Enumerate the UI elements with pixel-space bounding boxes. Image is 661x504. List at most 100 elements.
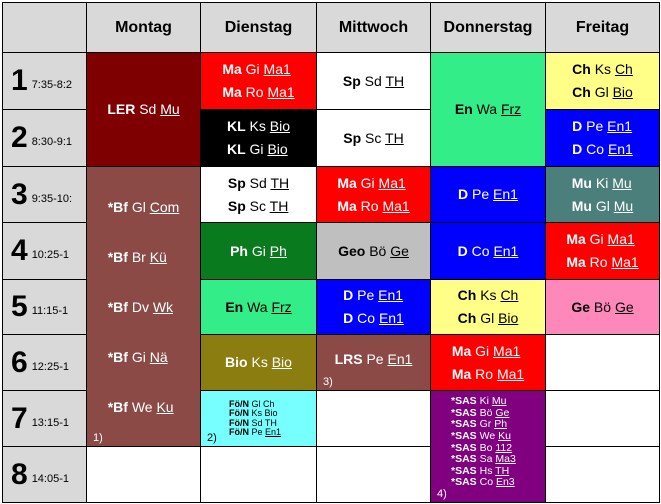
- lesson-line: En Wa Frz: [225, 296, 291, 319]
- room-code: Ku: [498, 429, 511, 442]
- room-code: Ma1: [267, 84, 295, 100]
- lesson-line: Sp Sd TH: [228, 172, 289, 195]
- subject-code: Ma: [337, 197, 357, 214]
- lesson-line: LRS Pe En1: [335, 348, 413, 371]
- subject-code: Ch: [572, 84, 591, 100]
- lesson-line: *Bf We Ku: [108, 384, 180, 430]
- teacher-code: Sc: [245, 197, 270, 214]
- teacher-code: Bo: [476, 441, 496, 454]
- period-label-4: 4 10:25-1: [2, 222, 87, 280]
- lesson-line: Ma Gi Ma1: [452, 340, 524, 363]
- room-code: Com: [149, 198, 180, 215]
- room-code: Kü: [149, 248, 167, 265]
- subject-code: *SAS: [451, 429, 477, 442]
- room-code: En1: [493, 186, 518, 202]
- room-code: En1: [265, 427, 282, 437]
- lesson-line: D Pe En1: [572, 115, 633, 138]
- day-label: Freitag: [575, 18, 630, 36]
- teacher-code: Gl: [249, 398, 264, 409]
- teacher-code: Gl: [591, 197, 614, 214]
- empty-cell: [86, 446, 201, 503]
- teacher-code: Hs: [476, 464, 496, 477]
- subject-code: Sp: [227, 197, 246, 214]
- corner-cell: [2, 2, 87, 53]
- teacher-code: Bö: [365, 242, 391, 259]
- subject-code: En: [225, 298, 244, 315]
- teacher-code: Gi: [245, 141, 268, 157]
- day-header-2: Mittwoch: [316, 2, 431, 53]
- lesson-mit-3: Ma Gi Ma1 Ma Ro Ma1: [316, 166, 431, 223]
- room-code: Ma1: [263, 61, 291, 77]
- lesson-line: D Pe En1: [458, 183, 518, 206]
- room-code: TH: [495, 464, 510, 477]
- room-code: Ma1: [607, 231, 635, 247]
- teacher-code: Co: [353, 310, 379, 326]
- subject-code: Ph: [230, 242, 248, 259]
- period-time: 11:15-1: [31, 305, 69, 317]
- lesson-die-2: KL Ks Bio KL Gi Bio: [200, 109, 317, 167]
- period-label-8: 8 14:05-1: [2, 446, 87, 503]
- subject-code: *SAS: [451, 395, 477, 408]
- lesson-lines: Ph Gi Ph: [230, 240, 287, 263]
- period-label-2: 2 8:30-9:1: [2, 109, 87, 167]
- subject-code: Sp: [342, 72, 361, 89]
- lesson-lines: LRS Pe En1: [335, 348, 413, 371]
- room-code: Ma1: [611, 254, 639, 270]
- teacher-code: Ro: [471, 365, 497, 382]
- lesson-line: Sp Sc TH: [228, 195, 289, 218]
- period-number: 8: [11, 457, 28, 491]
- subject-code: Geo: [338, 242, 366, 259]
- room-code: Frz: [271, 298, 292, 315]
- lesson-line: Mu Gl Mu: [572, 195, 633, 218]
- period-time: 7:35-8:2: [31, 79, 73, 91]
- subject-code: *SAS: [451, 464, 477, 477]
- subject-code: Ch: [572, 61, 591, 77]
- lesson-lines: KL Ks Bio KL Gi Bio: [227, 115, 290, 161]
- empty-cell: [545, 390, 660, 447]
- teacher-code: Pe: [582, 118, 608, 134]
- teacher-code: Gr: [476, 418, 495, 431]
- teacher-code: Ki: [476, 395, 492, 408]
- teacher-code: Bö: [590, 298, 615, 315]
- lesson-lines: D Pe En1 D Co En1: [572, 115, 633, 161]
- subject-code: Ch: [457, 287, 477, 303]
- lesson-lines: Ma Gi Ma1 Ma Ro Ma1: [222, 58, 294, 104]
- lesson-fre-1: Ch Ks Ch Ch Gl Bio: [545, 52, 660, 110]
- teacher-code: Sd: [360, 72, 386, 89]
- lesson-line: Fö/N Pe En1: [229, 427, 282, 438]
- teacher-code: We: [476, 429, 499, 442]
- period-time: 9:35-10:: [31, 192, 73, 205]
- room-code: Ph: [494, 418, 508, 431]
- footnote-marker: 2): [207, 432, 217, 444]
- lesson-lines: D Co En1: [458, 240, 519, 263]
- empty-cell: [545, 334, 660, 391]
- room-code: TH: [385, 72, 405, 89]
- teacher-code: Ks: [249, 408, 265, 418]
- room-code: Ch: [500, 287, 519, 303]
- period-number: 3: [11, 177, 28, 211]
- lesson-line: Bio Ks Bio: [225, 351, 292, 374]
- lesson-line: *SAS We Ku: [451, 429, 516, 443]
- lesson-line: *Bf Gl Com: [108, 184, 180, 230]
- footnote-marker: 4): [437, 488, 447, 500]
- lesson-line: *SAS Gr Ph: [451, 419, 516, 431]
- teacher-code: Bio: [264, 408, 278, 418]
- teacher-code: Co: [467, 242, 494, 259]
- lesson-line: Ma Ro Ma1: [566, 251, 638, 274]
- lesson-line: *SAS Sa Ma3: [451, 453, 516, 466]
- lesson-line: Ma Ro Ma1: [337, 195, 409, 218]
- lesson-line: *Bf Br Kü: [108, 234, 180, 280]
- period-number: 1: [11, 64, 28, 97]
- teacher-code: Wa: [243, 298, 272, 315]
- subject-code: Ma: [451, 342, 472, 359]
- teacher-code: Gi: [356, 174, 379, 191]
- lesson-die-3: Sp Sd TH Sp Sc TH: [200, 166, 317, 223]
- subject-code: Ma: [451, 365, 472, 382]
- subject-code: Ge: [571, 298, 591, 315]
- room-code: Ch: [614, 61, 633, 77]
- subject-code: Mu: [571, 174, 592, 191]
- day-header-4: Freitag: [545, 2, 660, 53]
- period-label-3: 3 9:35-10:: [2, 166, 87, 223]
- lesson-line: *SAS Ki Mu: [451, 395, 516, 408]
- lesson-fre-3: Mu Ki Mu Mu Gl Mu: [545, 166, 660, 223]
